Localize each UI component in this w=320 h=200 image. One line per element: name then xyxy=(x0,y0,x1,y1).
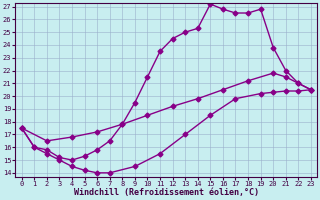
X-axis label: Windchill (Refroidissement éolien,°C): Windchill (Refroidissement éolien,°C) xyxy=(74,188,259,197)
